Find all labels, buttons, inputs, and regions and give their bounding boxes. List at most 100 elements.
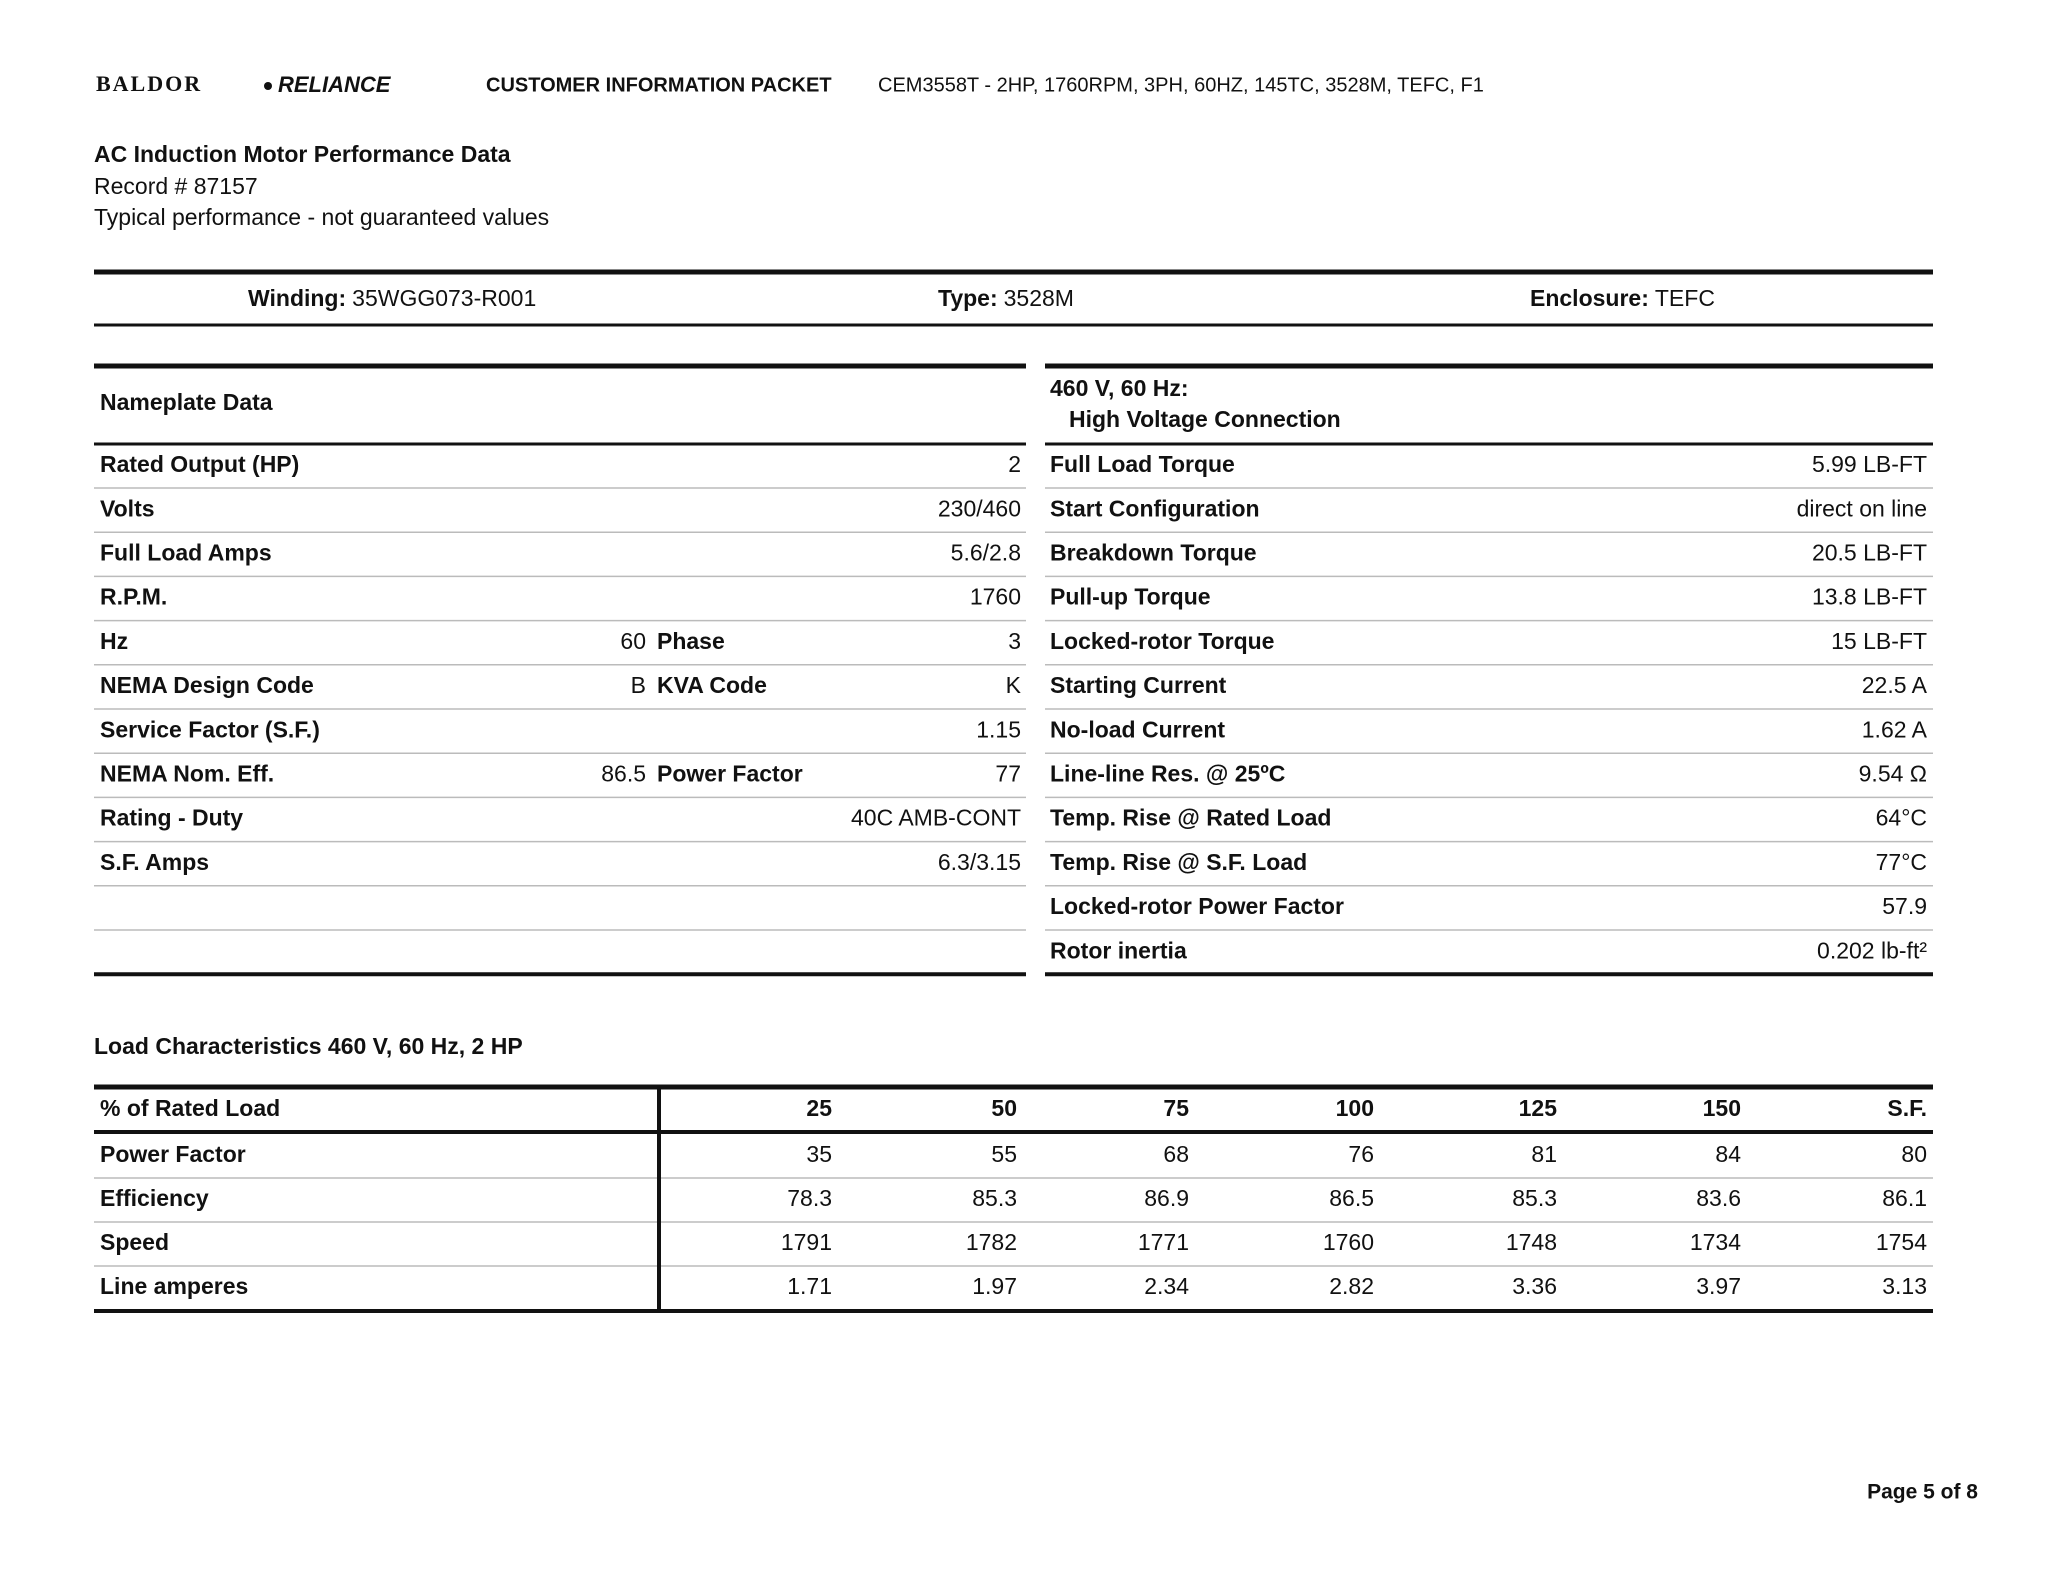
row-value: 0.202 lb-ft² <box>1817 937 1927 963</box>
row-label: No-load Current <box>1050 716 1225 742</box>
row-label: Temp. Rise @ Rated Load <box>1050 805 1331 831</box>
cell: 2.82 <box>1329 1273 1374 1299</box>
row-label: Rotor inertia <box>1050 937 1187 963</box>
cell: 1760 <box>1323 1229 1374 1255</box>
logo: BALDOR <box>96 71 202 96</box>
row-label: KVA Code <box>657 672 767 698</box>
cell: 2.34 <box>1144 1273 1189 1299</box>
row-value: 40C AMB-CONT <box>851 805 1021 831</box>
section-heading: High Voltage Connection <box>1069 406 1341 432</box>
row-label: Line amperes <box>100 1273 248 1299</box>
cell: 55 <box>991 1141 1017 1167</box>
row-label: NEMA Design Code <box>100 672 314 698</box>
row-label: Power Factor <box>100 1141 246 1167</box>
info-value: 35WGG073-R001 <box>352 285 536 311</box>
row-label: Service Factor (S.F.) <box>100 716 320 742</box>
record: Record # 87157 <box>94 173 258 199</box>
row-value: 6.3/3.15 <box>938 849 1021 875</box>
cell: 1.97 <box>972 1273 1017 1299</box>
cell: 1.71 <box>787 1273 832 1299</box>
row-value: 86.5 <box>601 760 646 786</box>
cell: 3.97 <box>1696 1273 1741 1299</box>
row-label: Full Load Amps <box>100 539 272 565</box>
info-label: Type: <box>938 285 998 311</box>
row-label: Locked-rotor Torque <box>1050 628 1274 654</box>
row-value: 230/460 <box>938 495 1021 521</box>
column-header: 75 <box>1163 1095 1189 1121</box>
row-value: B <box>631 672 646 698</box>
row-label: Speed <box>100 1229 169 1255</box>
row-value: 9.54 Ω <box>1859 760 1927 786</box>
info-value: TEFC <box>1655 285 1715 311</box>
row-value: 1760 <box>970 584 1021 610</box>
column-header: 25 <box>806 1095 832 1121</box>
row-value: 5.99 LB-FT <box>1812 451 1927 477</box>
row-label: Start Configuration <box>1050 495 1260 521</box>
cell: 1734 <box>1690 1229 1741 1255</box>
row-value: direct on line <box>1797 495 1927 521</box>
cell: 86.9 <box>1144 1185 1189 1211</box>
row-value: 5.6/2.8 <box>951 539 1021 565</box>
title: AC Induction Motor Performance Data <box>94 141 511 167</box>
row-label: NEMA Nom. Eff. <box>100 760 274 786</box>
cell: 1771 <box>1138 1229 1189 1255</box>
cell: 84 <box>1715 1141 1741 1167</box>
row-label: Line-line Res. @ 25ºC <box>1050 760 1285 786</box>
cell: 1754 <box>1876 1229 1927 1255</box>
row-label: Volts <box>100 495 155 521</box>
cell: 1791 <box>781 1229 832 1255</box>
cell: 85.3 <box>972 1185 1017 1211</box>
row-value: 2 <box>1008 451 1021 477</box>
info-label: Enclosure: <box>1530 285 1649 311</box>
row-value: 22.5 A <box>1862 672 1928 698</box>
row-value: 20.5 LB-FT <box>1812 539 1927 565</box>
logo-dot <box>264 82 272 90</box>
row-value: 60 <box>620 628 646 654</box>
info-value: 3528M <box>1004 285 1074 311</box>
cell: 86.5 <box>1329 1185 1374 1211</box>
row-value: 15 LB-FT <box>1831 628 1927 654</box>
cell: 35 <box>806 1141 832 1167</box>
cell: 1782 <box>966 1229 1017 1255</box>
row-value: 1.62 A <box>1862 716 1928 742</box>
packet-title: CUSTOMER INFORMATION PACKET <box>486 74 832 96</box>
page-number: Page 5 of 8 <box>1867 1481 1978 1504</box>
note: Typical performance - not guaranteed val… <box>94 204 549 230</box>
row-label: Temp. Rise @ S.F. Load <box>1050 849 1307 875</box>
row-value: K <box>1006 672 1022 698</box>
cell: 1748 <box>1506 1229 1557 1255</box>
row-label: Locked-rotor Power Factor <box>1050 893 1344 919</box>
section-heading: 460 V, 60 Hz: <box>1050 375 1189 401</box>
row-value: 1.15 <box>976 716 1021 742</box>
row-label: Power Factor <box>657 760 803 786</box>
column-header: 150 <box>1703 1095 1741 1121</box>
cell: 85.3 <box>1512 1185 1557 1211</box>
cell: 86.1 <box>1882 1185 1927 1211</box>
cell: 81 <box>1531 1141 1557 1167</box>
cell: 76 <box>1348 1141 1374 1167</box>
row-label: Rated Output (HP) <box>100 451 299 477</box>
cell: 83.6 <box>1696 1185 1741 1211</box>
row-value: 64°C <box>1876 805 1927 831</box>
row-value: 77°C <box>1876 849 1927 875</box>
description: CEM3558T - 2HP, 1760RPM, 3PH, 60HZ, 145T… <box>878 74 1484 96</box>
column-header: 125 <box>1519 1095 1558 1121</box>
row-label: Hz <box>100 628 128 654</box>
info-label: Winding: <box>248 285 346 311</box>
row-label: Efficiency <box>100 1185 209 1211</box>
row-label: Full Load Torque <box>1050 451 1235 477</box>
cell: 80 <box>1901 1141 1927 1167</box>
cell: 3.36 <box>1512 1273 1557 1299</box>
column-header: % of Rated Load <box>100 1095 280 1121</box>
row-value: 77 <box>995 760 1021 786</box>
row-value: 3 <box>1008 628 1021 654</box>
row-label: Phase <box>657 628 725 654</box>
cell: 68 <box>1163 1141 1189 1167</box>
section-heading: Nameplate Data <box>100 389 273 415</box>
row-label: Pull-up Torque <box>1050 584 1211 610</box>
row-label: Rating - Duty <box>100 805 243 831</box>
column-header: 50 <box>991 1095 1017 1121</box>
row-value: 57.9 <box>1882 893 1927 919</box>
row-value: 13.8 LB-FT <box>1812 584 1927 610</box>
